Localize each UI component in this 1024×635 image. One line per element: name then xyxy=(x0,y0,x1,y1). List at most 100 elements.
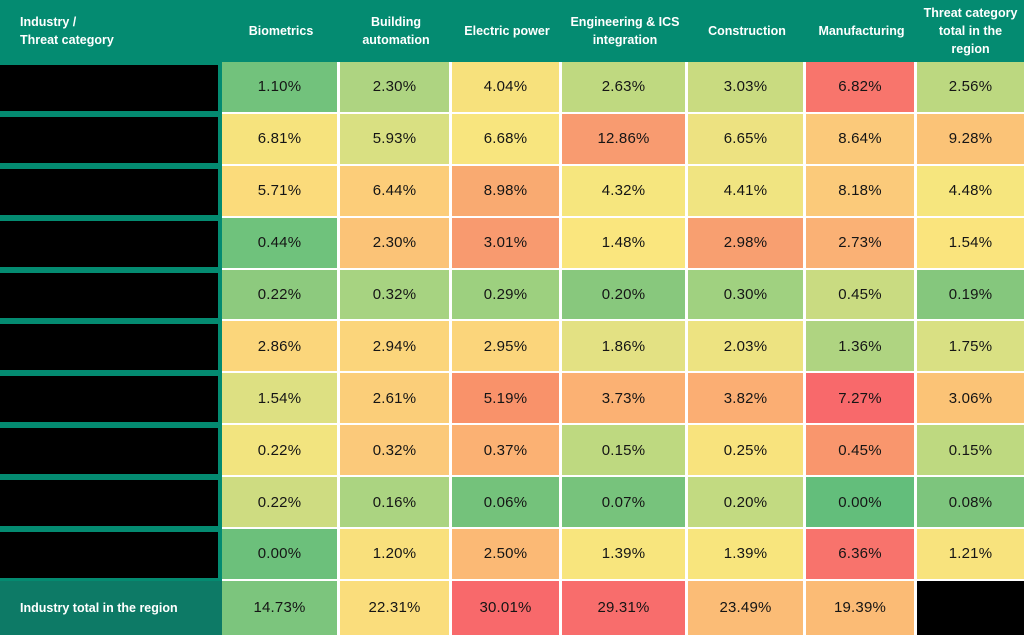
heatmap-cell: 3.01% xyxy=(452,217,562,270)
redaction-box xyxy=(0,272,218,319)
heatmap-cell: 0.00% xyxy=(806,477,917,530)
row-label-redacted xyxy=(0,477,222,530)
heatmap-cell: 0.20% xyxy=(562,269,688,322)
row-label-redacted xyxy=(0,425,222,478)
row-label-redacted xyxy=(0,217,222,270)
row-label-redacted xyxy=(0,113,222,166)
redaction-box xyxy=(0,532,218,578)
heatmap-cell: 5.71% xyxy=(222,165,340,218)
heatmap-cell: 6.81% xyxy=(222,113,340,166)
heatmap-cell: 1.36% xyxy=(806,321,917,374)
heatmap-cell: 0.25% xyxy=(688,425,806,478)
column-header: Manufacturing xyxy=(806,0,917,62)
redaction-box xyxy=(0,480,218,527)
heatmap-cell: 1.39% xyxy=(562,529,688,581)
heatmap-cell: 2.94% xyxy=(340,321,452,374)
heatmap-cell: 0.08% xyxy=(917,477,1024,530)
heatmap-cell: 7.27% xyxy=(806,373,917,426)
heatmap-cell: 6.36% xyxy=(806,529,917,581)
heatmap-cell: 0.29% xyxy=(452,269,562,322)
redaction-box xyxy=(0,376,218,423)
heatmap-cell: 0.15% xyxy=(562,425,688,478)
heatmap-cell: 4.41% xyxy=(688,165,806,218)
heatmap-cell: 6.65% xyxy=(688,113,806,166)
row-label-redacted xyxy=(0,165,222,218)
heatmap-cell: 3.73% xyxy=(562,373,688,426)
heatmap-cell: 2.63% xyxy=(562,62,688,114)
heatmap-cell: 8.98% xyxy=(452,165,562,218)
heatmap-cell: 0.32% xyxy=(340,269,452,322)
heatmap-cell: 12.86% xyxy=(562,113,688,166)
redaction-box xyxy=(0,324,218,371)
heatmap-cell: 0.06% xyxy=(452,477,562,530)
corner-header-industry-threat-category: Industry / Threat category xyxy=(0,0,222,62)
heatmap-cell: 1.75% xyxy=(917,321,1024,374)
redaction-box xyxy=(0,168,218,215)
row-label-redacted xyxy=(0,529,222,581)
heatmap-cell: 0.22% xyxy=(222,425,340,478)
heatmap-cell: 1.10% xyxy=(222,62,340,114)
redaction-box xyxy=(0,428,218,475)
total-heatmap-cell: 19.39% xyxy=(806,580,917,635)
heatmap-cell: 2.86% xyxy=(222,321,340,374)
heatmap-cell: 8.64% xyxy=(806,113,917,166)
redaction-box xyxy=(0,220,218,267)
heatmap-cell: 0.45% xyxy=(806,425,917,478)
column-header: Building automation xyxy=(340,0,452,62)
heatmap-cell: 9.28% xyxy=(917,113,1024,166)
total-heatmap-cell: 30.01% xyxy=(452,580,562,635)
row-label-redacted xyxy=(0,321,222,374)
heatmap-cell: 3.82% xyxy=(688,373,806,426)
heatmap-cell: 2.30% xyxy=(340,217,452,270)
row-label-redacted xyxy=(0,269,222,322)
heatmap-cell: 2.03% xyxy=(688,321,806,374)
heatmap-cell: 6.68% xyxy=(452,113,562,166)
total-heatmap-cell: 22.31% xyxy=(340,580,452,635)
heatmap-cell: 2.56% xyxy=(917,62,1024,114)
heatmap-cell: 2.50% xyxy=(452,529,562,581)
column-header: Electric power xyxy=(452,0,562,62)
heatmap-cell: 2.98% xyxy=(688,217,806,270)
heatmap-cell: 3.06% xyxy=(917,373,1024,426)
column-header: Threat category total in the region xyxy=(917,0,1024,62)
redaction-box xyxy=(0,65,218,111)
column-header: Construction xyxy=(688,0,806,62)
heatmap-cell: 5.19% xyxy=(452,373,562,426)
heatmap-cell: 2.30% xyxy=(340,62,452,114)
column-header: Engineering & ICS integration xyxy=(562,0,688,62)
row-label-redacted xyxy=(0,62,222,114)
heatmap-cell: 2.95% xyxy=(452,321,562,374)
heatmap-cell: 1.86% xyxy=(562,321,688,374)
heatmap-cell: 0.19% xyxy=(917,269,1024,322)
heatmap-cell: 0.00% xyxy=(222,529,340,581)
heatmap-cell: 0.22% xyxy=(222,477,340,530)
total-heatmap-cell: 29.31% xyxy=(562,580,688,635)
heatmap-cell: 5.93% xyxy=(340,113,452,166)
heatmap-cell: 1.54% xyxy=(222,373,340,426)
total-heatmap-cell: 23.49% xyxy=(688,580,806,635)
heatmap-cell: 4.48% xyxy=(917,165,1024,218)
heatmap-cell: 0.30% xyxy=(688,269,806,322)
heatmap-cell: 1.39% xyxy=(688,529,806,581)
redaction-box xyxy=(0,116,218,163)
grand-total-redacted-cell xyxy=(917,580,1024,635)
heatmap-cell: 3.03% xyxy=(688,62,806,114)
heatmap-cell: 6.82% xyxy=(806,62,917,114)
heatmap-cell: 0.32% xyxy=(340,425,452,478)
heatmap-cell: 0.07% xyxy=(562,477,688,530)
industry-total-row-label: Industry total in the region xyxy=(0,580,222,635)
heatmap-cell: 1.20% xyxy=(340,529,452,581)
heatmap-cell: 1.54% xyxy=(917,217,1024,270)
row-label-redacted xyxy=(0,373,222,426)
total-heatmap-cell: 14.73% xyxy=(222,580,340,635)
heatmap-cell: 0.22% xyxy=(222,269,340,322)
heatmap-cell: 0.20% xyxy=(688,477,806,530)
heatmap-cell: 0.16% xyxy=(340,477,452,530)
heatmap-cell: 2.73% xyxy=(806,217,917,270)
heatmap-cell: 6.44% xyxy=(340,165,452,218)
heatmap-cell: 1.48% xyxy=(562,217,688,270)
heatmap-cell: 0.37% xyxy=(452,425,562,478)
heatmap-cell: 0.45% xyxy=(806,269,917,322)
heatmap-cell: 8.18% xyxy=(806,165,917,218)
